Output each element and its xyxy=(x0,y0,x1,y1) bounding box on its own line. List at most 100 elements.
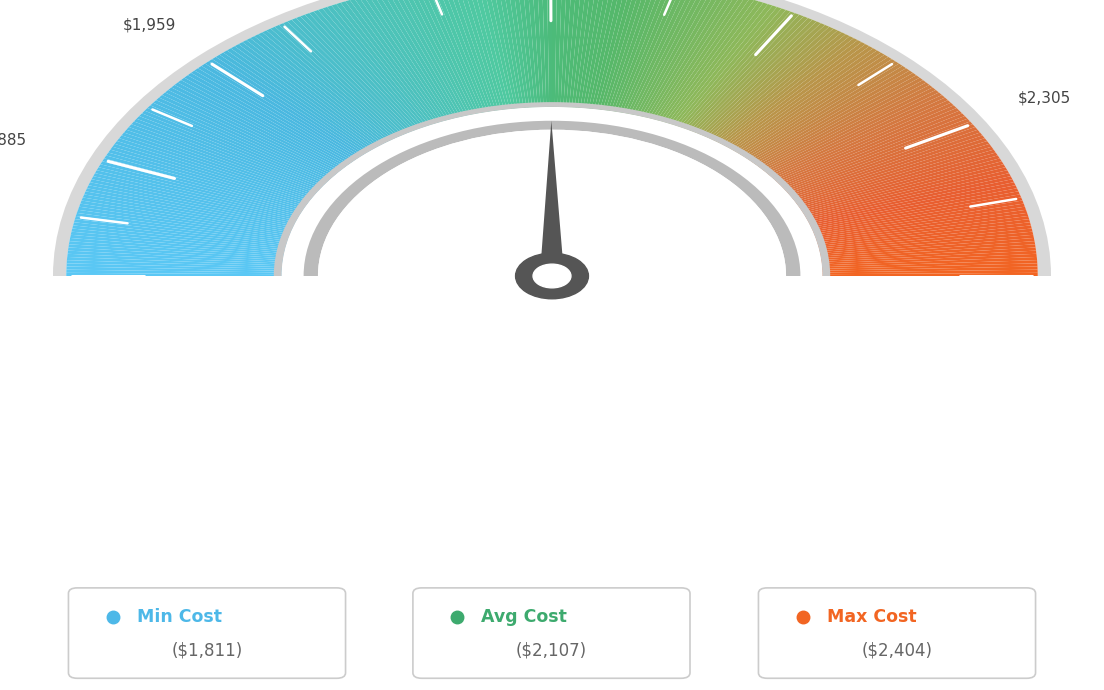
Wedge shape xyxy=(822,273,1038,276)
Text: Max Cost: Max Cost xyxy=(827,608,916,627)
Wedge shape xyxy=(270,27,397,138)
Wedge shape xyxy=(282,107,822,276)
Wedge shape xyxy=(369,0,453,119)
Wedge shape xyxy=(813,195,1021,233)
Wedge shape xyxy=(412,0,477,114)
Wedge shape xyxy=(699,21,820,135)
Wedge shape xyxy=(665,0,758,123)
Wedge shape xyxy=(694,18,813,133)
Wedge shape xyxy=(79,204,289,237)
Wedge shape xyxy=(139,113,323,187)
Wedge shape xyxy=(227,48,373,150)
FancyBboxPatch shape xyxy=(758,588,1036,678)
Wedge shape xyxy=(121,132,314,197)
Wedge shape xyxy=(68,244,283,260)
Wedge shape xyxy=(88,182,295,226)
Wedge shape xyxy=(817,213,1028,243)
FancyBboxPatch shape xyxy=(68,588,346,678)
Wedge shape xyxy=(711,30,841,140)
Wedge shape xyxy=(456,0,501,110)
Text: ($2,107): ($2,107) xyxy=(516,642,587,660)
Wedge shape xyxy=(66,260,282,269)
Wedge shape xyxy=(687,13,799,130)
Wedge shape xyxy=(266,28,395,139)
Wedge shape xyxy=(682,10,790,129)
Wedge shape xyxy=(627,0,692,114)
Wedge shape xyxy=(336,3,434,125)
Wedge shape xyxy=(644,0,721,117)
Wedge shape xyxy=(397,0,468,116)
Wedge shape xyxy=(822,257,1037,267)
Wedge shape xyxy=(764,88,936,172)
Wedge shape xyxy=(78,207,288,239)
Wedge shape xyxy=(715,34,850,142)
Wedge shape xyxy=(392,0,466,117)
Wedge shape xyxy=(378,0,458,118)
Wedge shape xyxy=(662,0,754,122)
Wedge shape xyxy=(291,18,410,133)
Wedge shape xyxy=(174,83,343,170)
Wedge shape xyxy=(70,235,284,255)
Wedge shape xyxy=(91,179,296,224)
Wedge shape xyxy=(466,0,507,110)
Wedge shape xyxy=(85,188,293,229)
Wedge shape xyxy=(327,6,429,126)
Wedge shape xyxy=(821,250,1037,264)
Wedge shape xyxy=(733,50,881,152)
Wedge shape xyxy=(789,130,980,196)
Wedge shape xyxy=(572,0,593,108)
Wedge shape xyxy=(542,0,549,107)
Wedge shape xyxy=(704,25,829,137)
Wedge shape xyxy=(511,0,532,108)
Wedge shape xyxy=(797,147,994,206)
Wedge shape xyxy=(799,152,998,209)
Wedge shape xyxy=(178,80,346,168)
Wedge shape xyxy=(616,0,672,112)
Wedge shape xyxy=(70,238,284,257)
Wedge shape xyxy=(781,113,965,187)
Wedge shape xyxy=(188,73,351,164)
Wedge shape xyxy=(115,141,310,202)
Wedge shape xyxy=(75,216,287,244)
Wedge shape xyxy=(546,0,552,107)
FancyBboxPatch shape xyxy=(413,588,690,678)
Wedge shape xyxy=(798,150,996,207)
Wedge shape xyxy=(126,127,317,195)
Wedge shape xyxy=(212,57,364,155)
Wedge shape xyxy=(532,0,543,107)
Wedge shape xyxy=(796,144,991,204)
Wedge shape xyxy=(670,3,768,125)
Wedge shape xyxy=(432,0,488,112)
Wedge shape xyxy=(822,260,1038,269)
Wedge shape xyxy=(150,103,330,181)
Wedge shape xyxy=(446,0,496,111)
Wedge shape xyxy=(98,164,300,215)
Wedge shape xyxy=(784,119,970,190)
Wedge shape xyxy=(709,28,838,139)
Wedge shape xyxy=(305,13,417,130)
Wedge shape xyxy=(68,248,283,262)
Wedge shape xyxy=(340,1,437,124)
Wedge shape xyxy=(194,68,354,161)
Wedge shape xyxy=(786,124,975,193)
Wedge shape xyxy=(184,75,349,166)
Wedge shape xyxy=(713,32,846,141)
Wedge shape xyxy=(561,0,572,107)
Wedge shape xyxy=(807,176,1012,222)
Wedge shape xyxy=(758,80,926,168)
Wedge shape xyxy=(697,19,817,135)
Wedge shape xyxy=(66,273,282,276)
Wedge shape xyxy=(818,219,1030,246)
Wedge shape xyxy=(767,92,942,175)
Wedge shape xyxy=(198,66,357,160)
Wedge shape xyxy=(756,77,923,167)
Wedge shape xyxy=(258,32,391,141)
Wedge shape xyxy=(254,34,389,142)
Wedge shape xyxy=(611,0,662,111)
Wedge shape xyxy=(71,232,285,253)
Wedge shape xyxy=(77,210,288,241)
Wedge shape xyxy=(638,0,712,117)
Wedge shape xyxy=(814,201,1023,236)
Wedge shape xyxy=(521,0,538,107)
Wedge shape xyxy=(817,216,1029,244)
